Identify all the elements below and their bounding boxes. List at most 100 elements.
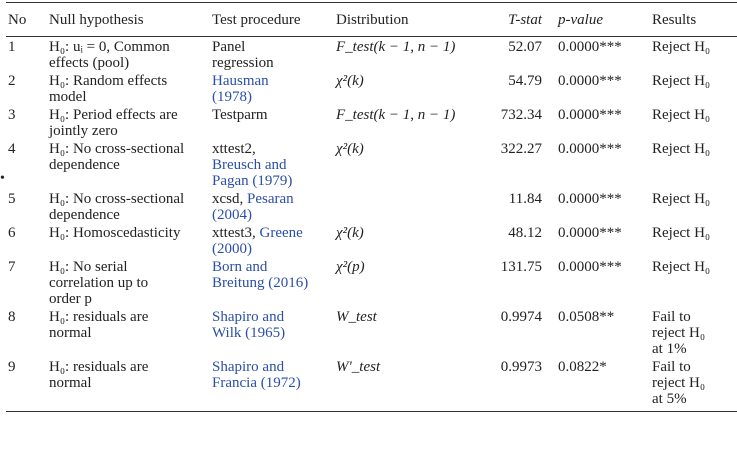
null-hypothesis-line: normal: [49, 375, 92, 391]
t-stat-cell: 0.9973: [482, 357, 542, 412]
p-value-cell: 0.0000***: [558, 191, 622, 207]
t-stat-cell: 322.27: [500, 141, 542, 157]
table-row-2: 2 H₀: Random effects model Hausman (1978) …: [6, 71, 737, 105]
null-hypothesis-line: H₀: Random effects: [49, 73, 168, 89]
table-row-6: 6 H₀: Homoscedasticity xttest3, Greene (2…: [6, 223, 737, 257]
null-hypothesis-line: correlation up to: [49, 275, 149, 291]
result-line: Reject H₀: [652, 141, 711, 157]
null-hypothesis-line: H₀: Homoscedasticity: [49, 225, 181, 241]
p-value-cell: 0.0000***: [558, 259, 622, 275]
t-stat-cell: 732.34: [500, 107, 542, 123]
results-cell: Reject H₀: [652, 257, 737, 307]
null-hypothesis-line: H₀: uᵢ = 0, Common: [49, 39, 170, 55]
citation-link-2[interactable]: Breitung (2016): [212, 275, 309, 291]
test-procedure-cell: xttest2, Breusch and Pagan (1979): [212, 139, 336, 189]
null-hypothesis-cell: H₀: No cross-sectional dependence: [49, 139, 212, 189]
row-number: 7: [8, 259, 16, 275]
results-cell: Reject H₀: [652, 223, 737, 257]
distribution-cell: χ²(k): [336, 141, 364, 157]
citation-link[interactable]: Breusch and: [212, 157, 287, 173]
citation-link[interactable]: Hausman: [212, 73, 269, 89]
test-procedure-cell: xcsd, Pesaran (2004): [212, 189, 336, 223]
citation-link-2[interactable]: Pagan (1979): [212, 173, 293, 189]
distribution-cell: χ²(k): [336, 225, 364, 241]
table-header-row: No Null hypothesis Test procedure Distri…: [6, 2, 737, 37]
citation-link-2[interactable]: Wilk (1965): [212, 325, 286, 341]
null-hypothesis-line: H₀: No serial: [49, 259, 128, 275]
result-line: reject H₀: [652, 325, 706, 341]
distribution-cell: [336, 189, 482, 223]
p-value-cell: 0.0000***: [558, 225, 622, 241]
citation-link-2[interactable]: (1978): [212, 89, 252, 105]
test-procedure-text-2: regression: [212, 55, 274, 71]
result-line: Reject H₀: [652, 191, 711, 207]
null-hypothesis-cell: H₀: Period effects are jointly zero: [49, 105, 212, 139]
results-cell: Reject H₀: [652, 37, 737, 72]
citation-link-2[interactable]: (2004): [212, 207, 252, 223]
table-row-1: 1 H₀: uᵢ = 0, Common effects (pool) Panel…: [6, 37, 737, 72]
side-marker: •: [0, 171, 5, 186]
header-t-stat: T-stat: [482, 2, 542, 37]
test-procedure-text: Testparm: [212, 107, 268, 123]
distribution-cell: F_test(k − 1, n − 1): [336, 107, 456, 123]
citation-link[interactable]: Shapiro and: [212, 309, 285, 325]
t-stat-cell: 54.79: [508, 73, 542, 89]
null-hypothesis-line: H₀: residuals are: [49, 359, 149, 375]
p-value-cell: 0.0000***: [558, 73, 622, 89]
null-hypothesis-line: normal: [49, 325, 92, 341]
distribution-cell: χ²(p): [336, 259, 365, 275]
distribution-cell: W_test: [336, 309, 377, 325]
results-cell: Reject H₀: [652, 71, 737, 105]
test-procedure-text: xttest3,: [212, 225, 260, 241]
test-procedure-text: xcsd,: [212, 191, 247, 207]
null-hypothesis-cell: H₀: No serial correlation up to order p: [49, 257, 212, 307]
result-line: reject H₀: [652, 375, 706, 391]
null-hypothesis-cell: H₀: Homoscedasticity: [49, 223, 212, 257]
header-distribution: Distribution: [336, 2, 482, 37]
null-hypothesis-line: order p: [49, 291, 92, 307]
header-results: Results: [652, 2, 737, 37]
t-stat-cell: 11.84: [508, 191, 542, 207]
citation-link-2[interactable]: Francia (1972): [212, 375, 301, 391]
t-stat-cell: 52.07: [508, 39, 542, 55]
citation-link[interactable]: Greene: [259, 225, 303, 241]
results-cell: Reject H₀: [652, 189, 737, 223]
table-row-5: 5 H₀: No cross-sectional dependence xcsd,…: [6, 189, 737, 223]
header-p-value: p-value: [542, 2, 652, 37]
null-hypothesis-line: H₀: Period effects are: [49, 107, 178, 123]
citation-link[interactable]: Shapiro and: [212, 359, 285, 375]
test-procedure-cell: Born and Breitung (2016): [212, 257, 336, 307]
table-row-3: 3 H₀: Period effects are jointly zero Tes…: [6, 105, 737, 139]
results-cell: Reject H₀: [652, 105, 737, 139]
null-hypothesis-cell: H₀: residuals are normal: [49, 357, 212, 412]
row-number: 5: [8, 191, 16, 207]
citation-link[interactable]: Pesaran: [247, 191, 294, 207]
row-number: 1: [8, 39, 16, 55]
test-procedure-cell: Testparm: [212, 105, 336, 139]
null-hypothesis-line: dependence: [49, 207, 120, 223]
result-line: Reject H₀: [652, 259, 711, 275]
t-stat-cell: 48.12: [508, 225, 542, 241]
row-number: 4: [8, 141, 16, 157]
result-line: Fail to: [652, 359, 691, 375]
results-cell: Reject H₀: [652, 139, 737, 189]
null-hypothesis-cell: H₀: Random effects model: [49, 71, 212, 105]
table-row-4: 4 H₀: No cross-sectional dependence xttes…: [6, 139, 737, 189]
null-hypothesis-cell: H₀: uᵢ = 0, Common effects (pool): [49, 37, 212, 71]
citation-link[interactable]: Born and: [212, 259, 268, 275]
p-value-cell: 0.0000***: [558, 141, 622, 157]
p-value-cell: 0.0000***: [558, 107, 622, 123]
test-procedure-cell: Hausman (1978): [212, 71, 336, 105]
citation-link-2[interactable]: (2000): [212, 241, 252, 257]
test-procedure-text: xttest2,: [212, 141, 256, 157]
results-cell: Fail to reject H₀ at 5%: [652, 357, 737, 412]
null-hypothesis-line: effects (pool): [49, 55, 130, 71]
test-procedure-cell: Shapiro and Wilk (1965): [212, 307, 336, 357]
null-hypothesis-line: H₀: No cross-sectional: [49, 191, 185, 207]
t-stat-cell: 131.75: [500, 259, 542, 275]
null-hypothesis-line: dependence: [49, 157, 120, 173]
result-line: at 5%: [652, 391, 687, 407]
test-procedure-text: Panel: [212, 39, 246, 55]
null-hypothesis-cell: H₀: No cross-sectional dependence: [49, 189, 212, 223]
result-line: Reject H₀: [652, 107, 711, 123]
